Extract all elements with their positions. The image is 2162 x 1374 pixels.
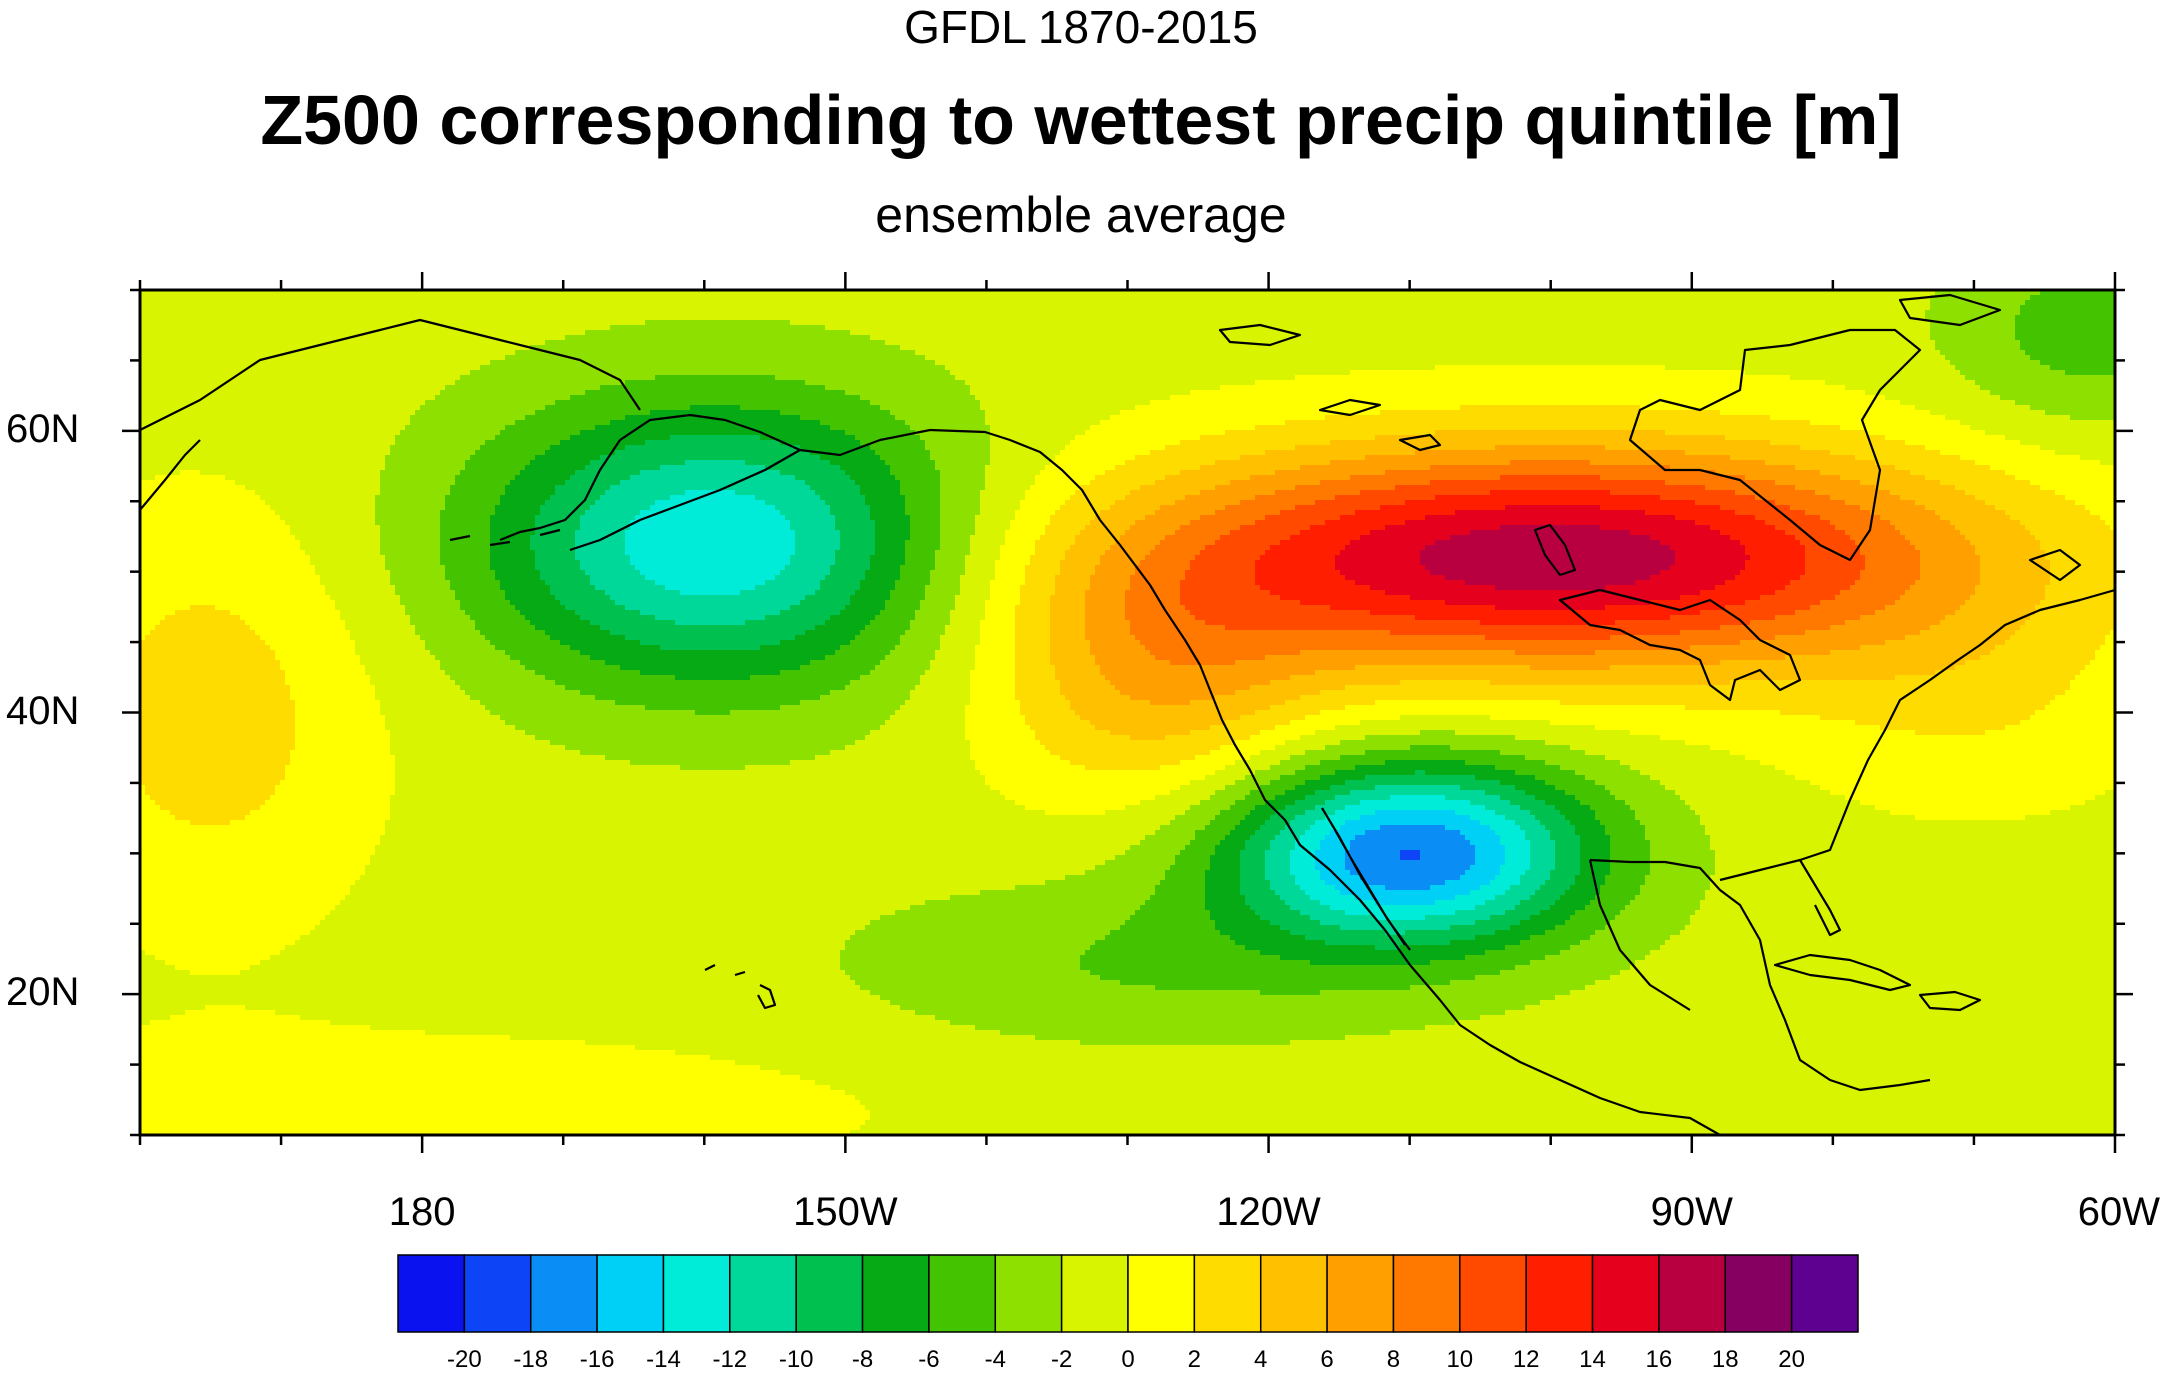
colorbar-swatch [1792,1255,1858,1332]
colorbar-swatch [796,1255,862,1332]
colorbar-label: 6 [1297,1346,1357,1374]
colorbar-label: -16 [567,1346,627,1374]
colorbar-swatch [1261,1255,1327,1332]
colorbar-label: -4 [965,1346,1025,1374]
colorbar-swatch [1593,1255,1659,1332]
colorbar-swatch [531,1255,597,1332]
colorbar-label: 20 [1762,1346,1822,1374]
lat-label: 60N [6,407,80,452]
lon-label: 180 [342,1190,502,1235]
colorbar-label: 18 [1695,1346,1755,1374]
lat-label: 40N [6,689,80,734]
colorbar-swatch [398,1255,464,1332]
colorbar-swatch [1128,1255,1194,1332]
colorbar-swatch [1327,1255,1393,1332]
colorbar-label: -10 [766,1346,826,1374]
colorbar-swatch [1659,1255,1725,1332]
colorbar-label: 12 [1496,1346,1556,1374]
lon-label: 60W [2000,1190,2160,1235]
colorbar-label: 4 [1231,1346,1291,1374]
colorbar-label: -2 [1032,1346,1092,1374]
colorbar-swatch [1393,1255,1459,1332]
colorbar-swatch [730,1255,796,1332]
colorbar [398,1255,1858,1332]
anomaly-field [140,290,2116,1136]
colorbar-swatch [1725,1255,1791,1332]
colorbar-label: -6 [899,1346,959,1374]
colorbar-swatch [995,1255,1061,1332]
colorbar-swatch [863,1255,929,1332]
colorbar-label: 10 [1430,1346,1490,1374]
colorbar-label: 16 [1629,1346,1689,1374]
colorbar-label: 8 [1363,1346,1423,1374]
colorbar-swatch [1194,1255,1260,1332]
colorbar-swatch [464,1255,530,1332]
colorbar-label: -20 [434,1346,494,1374]
colorbar-label: 0 [1098,1346,1158,1374]
colorbar-label: -18 [501,1346,561,1374]
colorbar-swatch [597,1255,663,1332]
colorbar-label: -8 [833,1346,893,1374]
colorbar-swatch [1526,1255,1592,1332]
colorbar-label: -12 [700,1346,760,1374]
colorbar-swatch [929,1255,995,1332]
lat-label: 20N [6,970,80,1015]
lon-label: 150W [765,1190,925,1235]
colorbar-swatch [1062,1255,1128,1332]
colorbar-label: 14 [1563,1346,1623,1374]
lon-label: 120W [1189,1190,1349,1235]
colorbar-swatch [663,1255,729,1332]
lon-label: 90W [1612,1190,1772,1235]
colorbar-label: 2 [1164,1346,1224,1374]
colorbar-swatch [1460,1255,1526,1332]
colorbar-label: -14 [633,1346,693,1374]
